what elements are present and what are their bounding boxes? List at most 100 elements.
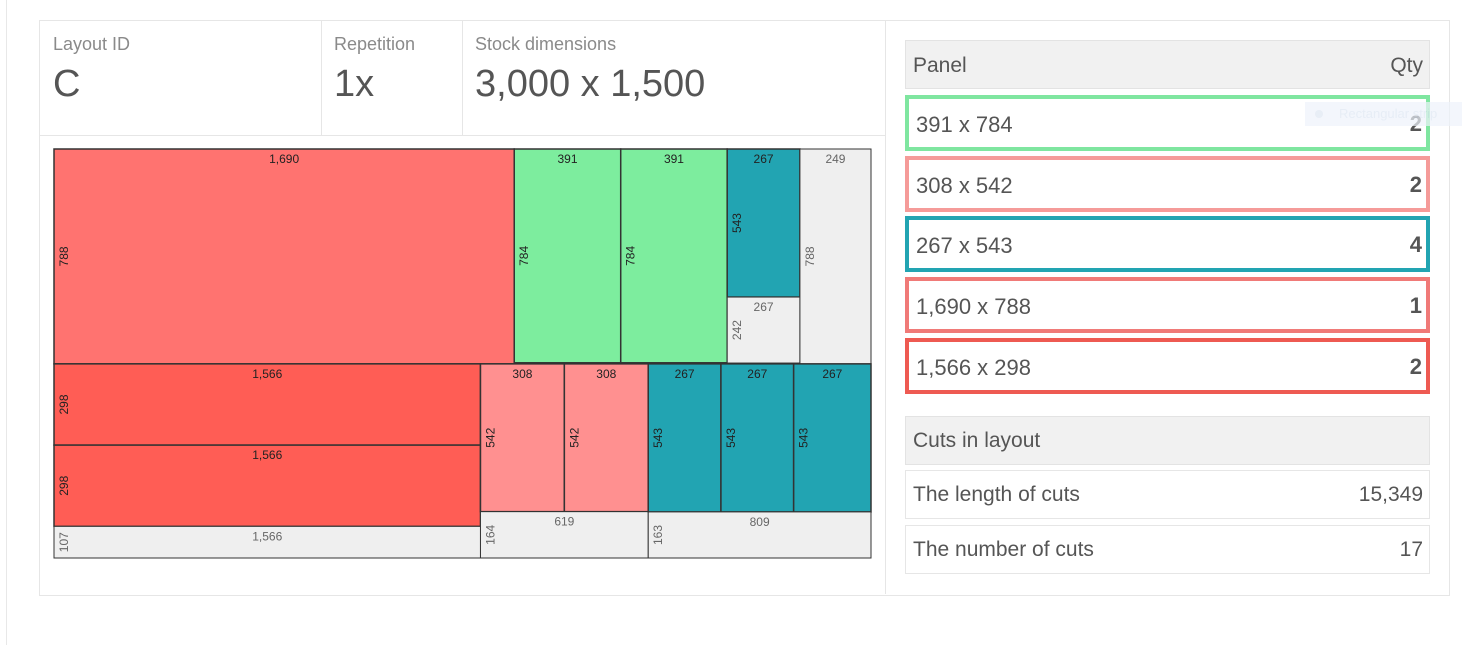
piece-308x542-b[interactable]: 308 542 <box>563 363 649 513</box>
offcut-249x788: 249 788 <box>799 148 872 365</box>
panel-dimensions: 1,690 x 788 <box>916 294 1031 319</box>
panel-quantity: 4 <box>1409 232 1422 257</box>
stock-dimensions-value: 3,000 x 1,500 <box>475 63 706 105</box>
offcut-rect <box>799 148 872 365</box>
layout-id-cell: Layout ID C <box>40 21 322 135</box>
width-label: 809 <box>750 515 770 529</box>
stock-dimensions-cell: Stock dimensions 3,000 x 1,500 <box>462 21 884 135</box>
width-label: 1,566 <box>252 367 282 381</box>
panel-table-header: Panel Qty <box>905 40 1430 89</box>
qty-column-header: Qty <box>1390 54 1423 77</box>
panel-dimensions: 1,566 x 298 <box>916 355 1031 380</box>
cuts-number-value: 17 <box>1399 538 1423 561</box>
cuts-length-label: The length of cuts <box>913 483 1080 506</box>
piece-1566x298-a[interactable]: 1,566 298 <box>53 363 482 446</box>
cuts-length-value: 15,349 <box>1358 483 1423 506</box>
offcut-rect <box>726 296 801 364</box>
layout-id-value: C <box>53 63 81 105</box>
cuts-header: Cuts in layout <box>905 416 1430 465</box>
width-label: 267 <box>754 152 774 166</box>
width-label: 249 <box>825 152 845 166</box>
offcut-rect <box>53 525 481 559</box>
height-label: 164 <box>483 524 497 544</box>
offcut-619x164: 619 164 <box>479 511 649 559</box>
tooltip-text: Rectangular strip <box>1339 106 1438 121</box>
panel-row-308x542[interactable]: 308 x 542 2 <box>905 156 1430 212</box>
cuts-number-label: The number of cuts <box>913 538 1094 561</box>
panel-rect[interactable] <box>53 148 515 365</box>
height-label: 788 <box>803 246 817 266</box>
stock-dimensions-label: Stock dimensions <box>475 34 617 54</box>
piece-308x542-a[interactable]: 308 542 <box>479 363 566 513</box>
panel-row-1566x298[interactable]: 1,566 x 298 2 <box>905 338 1430 394</box>
offcut-267x242: 267 242 <box>726 296 801 364</box>
height-label: 543 <box>730 213 744 233</box>
width-label: 1,566 <box>252 448 282 462</box>
height-label: 107 <box>57 532 71 552</box>
width-label: 308 <box>512 367 532 381</box>
offcut-rect <box>479 511 649 559</box>
height-label: 298 <box>57 475 71 495</box>
repetition-value: 1x <box>334 63 375 105</box>
width-label: 391 <box>557 152 577 166</box>
window-left-edge <box>0 0 7 645</box>
piece-1690x788[interactable]: 1,690 788 <box>53 148 515 365</box>
panel-dimensions: 391 x 784 <box>916 112 1013 137</box>
offcut-809x163: 809 163 <box>647 511 872 559</box>
height-label: 543 <box>651 428 665 448</box>
repetition-cell: Repetition 1x <box>321 21 463 135</box>
panel-divider <box>885 21 886 594</box>
panel-dimensions: 308 x 542 <box>916 173 1013 198</box>
width-label: 308 <box>596 367 616 381</box>
cuts-header-label: Cuts in layout <box>913 429 1041 452</box>
panel-quantity: 2 <box>1409 172 1422 197</box>
panel-quantity: 1 <box>1409 293 1422 318</box>
piece-391x784-b[interactable]: 391 784 <box>619 148 728 364</box>
layout-info-bar: Layout ID C Repetition 1x Stock dimensio… <box>40 21 885 136</box>
panel-dimensions: 267 x 543 <box>916 233 1013 258</box>
width-label: 1,690 <box>269 152 299 166</box>
height-label: 543 <box>797 428 811 448</box>
piece-391x784-a[interactable]: 391 784 <box>513 148 622 364</box>
panel-rect[interactable] <box>619 148 728 364</box>
panel-rect[interactable] <box>726 148 801 298</box>
cutting-layout-diagram: 1,6907883917843917842675432672422497881,… <box>53 148 872 559</box>
width-label: 267 <box>747 367 767 381</box>
piece-267x543-c[interactable]: 267 543 <box>792 363 872 513</box>
cuts-number-row: The number of cuts 17 <box>905 525 1430 574</box>
height-label: 784 <box>517 246 531 266</box>
width-label: 619 <box>554 515 574 529</box>
piece-267x543-top[interactable]: 267 543 <box>726 148 801 298</box>
panel-rect[interactable] <box>53 444 482 528</box>
panel-row-1690x788[interactable]: 1,690 x 788 1 <box>905 277 1430 333</box>
tooltip-dot-icon <box>1315 110 1323 118</box>
height-label: 788 <box>57 246 71 266</box>
offcut-rect <box>647 511 872 559</box>
rectangular-strip-tooltip: Rectangular strip <box>1305 102 1462 126</box>
height-label: 542 <box>483 427 497 447</box>
panel-rect[interactable] <box>792 363 872 513</box>
width-label: 391 <box>664 152 684 166</box>
height-label: 242 <box>730 320 744 340</box>
width-label: 267 <box>675 367 695 381</box>
width-label: 1,566 <box>252 529 282 543</box>
height-label: 298 <box>57 394 71 414</box>
cuts-length-row: The length of cuts 15,349 <box>905 470 1430 519</box>
panel-row-267x543[interactable]: 267 x 543 4 <box>905 216 1430 272</box>
piece-267x543-b[interactable]: 267 543 <box>720 363 795 513</box>
height-label: 784 <box>624 246 638 266</box>
piece-267x543-a[interactable]: 267 543 <box>647 363 722 513</box>
piece-1566x298-b[interactable]: 1,566 298 <box>53 444 482 528</box>
height-label: 542 <box>567 427 581 447</box>
height-label: 543 <box>724 428 738 448</box>
width-label: 267 <box>822 367 842 381</box>
panel-rect[interactable] <box>479 363 566 513</box>
height-label: 163 <box>651 525 665 545</box>
offcut-1566x107: 1,566 107 <box>53 525 481 559</box>
repetition-label: Repetition <box>334 34 416 54</box>
panel-quantity: 2 <box>1409 354 1422 379</box>
panel-rect[interactable] <box>513 148 622 364</box>
width-label: 267 <box>754 300 774 314</box>
panel-column-header: Panel <box>913 54 967 77</box>
panel-rect[interactable] <box>720 363 795 513</box>
